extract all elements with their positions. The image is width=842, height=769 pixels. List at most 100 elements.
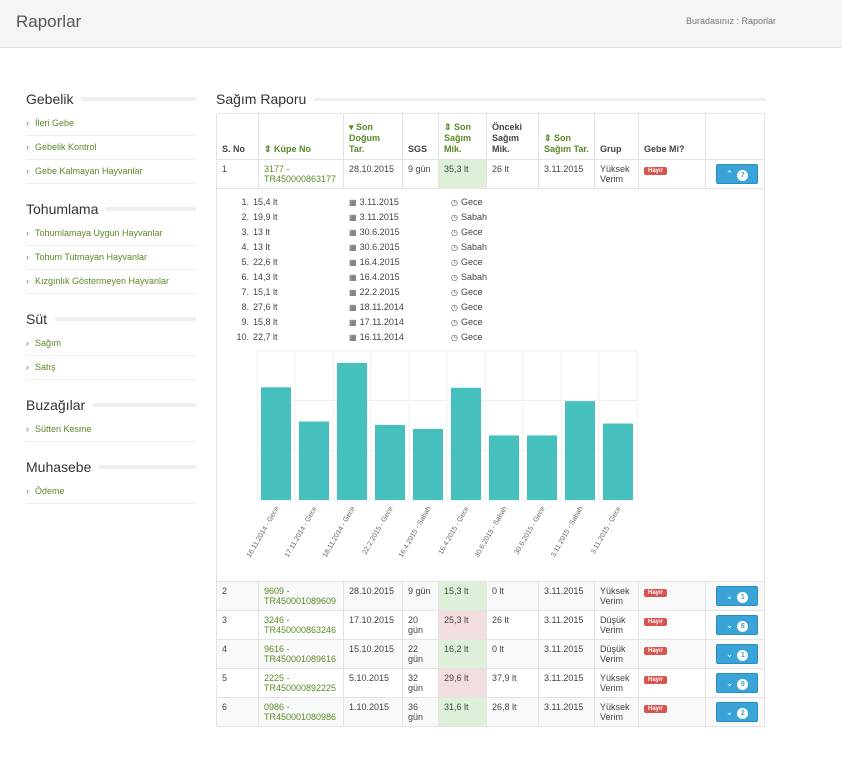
- sidebar-item[interactable]: Kızgınlık Göstermeyen Hayvanlar: [26, 270, 196, 294]
- breadcrumb-current: Raporlar: [741, 16, 776, 26]
- row-detail: 1. 15,4 lt ▦ 3.11.2015 ◷ Gece 2. 19,9 lt ▦ 3.11.2…: [216, 188, 765, 582]
- animal-link[interactable]: 3246 - TR450000863246: [264, 615, 337, 635]
- calendar-icon: ▦: [349, 243, 357, 252]
- chart-bar[interactable]: [413, 428, 443, 500]
- x-tick-label: 16.4.2015 - Sabah: [398, 505, 433, 558]
- col-son-sagim-mik[interactable]: ⇕ Son Sağım Mik.: [438, 113, 487, 160]
- cell-onceki-sagim: 26 lt: [486, 610, 539, 640]
- cell-sgs: 32 gün: [402, 668, 439, 698]
- clock-icon: ◷: [451, 318, 458, 327]
- cell-gebe-mi: Hayır: [638, 697, 706, 727]
- cell-actions: ⌃ 7: [705, 159, 765, 189]
- sidebar-item[interactable]: Sütten Kesme: [26, 418, 196, 442]
- col-sgs[interactable]: SGS: [402, 113, 439, 160]
- list-index: 4.: [241, 242, 249, 252]
- cell-son-sagim-mik: 15,3 lt: [438, 581, 487, 611]
- chart-bar[interactable]: [565, 401, 595, 500]
- col-kupe-no[interactable]: ⇕ Küpe No: [258, 113, 344, 160]
- cell-son-sagim-tar: 3.11.2015: [538, 668, 595, 698]
- cell-son-dogum: 5.10.2015: [343, 668, 403, 698]
- sidebar-item[interactable]: İleri Gebe: [26, 112, 196, 136]
- sidebar-item[interactable]: Gebe Kalmayan Hayvanlar: [26, 160, 196, 184]
- cell-grup: Düşük Verim: [594, 639, 639, 669]
- calendar-icon: ▦: [349, 213, 357, 222]
- animal-link[interactable]: 2225 - TR450000892225: [264, 673, 337, 693]
- sidebar-item[interactable]: Sağım: [26, 332, 196, 356]
- x-tick-label: 3.11.2015 - Gece: [590, 505, 623, 555]
- chart-bar[interactable]: [299, 421, 329, 500]
- chart-bar[interactable]: [489, 435, 519, 500]
- milking-time: Sabah: [460, 212, 488, 222]
- milking-date: 16.4.2015: [359, 272, 400, 282]
- milking-date: 3.11.2015: [359, 197, 399, 207]
- calendar-icon: ▦: [349, 288, 357, 297]
- list-item: 4. 13 lt ▦ 30.6.2015 ◷ Sabah: [235, 240, 487, 255]
- milking-date-wrap: ▦ 3.11.2015: [349, 195, 451, 210]
- col-son-sagim-tar[interactable]: ⇕ Son Sağım Tar.: [538, 113, 595, 160]
- cell-s-no: 1: [216, 159, 259, 189]
- col-son-sagim-mik-label: Son Sağım Mik.: [444, 122, 472, 154]
- sidebar-item[interactable]: Tohumlamaya Uygun Hayvanlar: [26, 222, 196, 246]
- sidebar-section-title: Buzağılar: [26, 392, 196, 418]
- list-index: 5.: [241, 257, 249, 267]
- cell-kupe-no: 0986 - TR450001080986: [258, 697, 344, 727]
- section-divider: [106, 207, 196, 211]
- col-son-dogum[interactable]: ▾ Son Doğum Tar.: [343, 113, 403, 160]
- col-gebe-mi[interactable]: Gebe Mi?: [638, 113, 706, 160]
- animal-link[interactable]: 9616 - TR450001089616: [264, 644, 337, 664]
- animal-link[interactable]: 0986 - TR450001080986: [264, 702, 337, 722]
- animal-link[interactable]: 9609 - TR450001089609: [264, 586, 337, 606]
- chart-bar[interactable]: [451, 387, 481, 500]
- chart-bar[interactable]: [603, 423, 633, 500]
- sort-desc-icon: ▾: [349, 122, 357, 132]
- chart-bar[interactable]: [527, 435, 557, 500]
- cell-onceki-sagim: 37,9 lt: [486, 668, 539, 698]
- milking-date-wrap: ▦ 30.6.2015: [349, 225, 451, 240]
- table-header-row: S. No ⇕ Küpe No ▾ Son Doğum Tar. SGS ⇕ S…: [216, 113, 765, 160]
- chart-bar[interactable]: [337, 362, 367, 500]
- expand-button[interactable]: ⌄ 6: [716, 615, 758, 635]
- cell-onceki-sagim: 26 lt: [486, 159, 539, 189]
- col-actions: [705, 113, 765, 160]
- expand-button[interactable]: ⌄ 1: [716, 644, 758, 664]
- milking-count: 9: [737, 679, 749, 690]
- report-header: Sağım Raporu: [216, 86, 766, 112]
- clock-icon: ◷: [451, 333, 458, 342]
- milking-count: 6: [737, 621, 749, 632]
- expand-button[interactable]: ⌄ 9: [716, 673, 758, 693]
- sidebar-item[interactable]: Satış: [26, 356, 196, 380]
- expand-button[interactable]: ⌄ 2: [716, 702, 758, 722]
- sidebar-item[interactable]: Ödeme: [26, 480, 196, 504]
- clock-icon: ◷: [451, 243, 458, 252]
- sidebar-section-title: Tohumlama: [26, 196, 196, 222]
- animal-link[interactable]: 3177 - TR450000863177: [264, 164, 337, 184]
- cell-actions: ⌄ 2: [705, 697, 765, 727]
- chart-bar[interactable]: [261, 387, 291, 500]
- expand-button[interactable]: ⌃ 7: [716, 164, 758, 184]
- cell-son-dogum: 1.10.2015: [343, 697, 403, 727]
- col-s-no[interactable]: S. No: [216, 113, 259, 160]
- status-badge: Hayır: [644, 589, 668, 597]
- milking-date-wrap: ▦ 3.11.2015: [349, 210, 451, 225]
- cell-grup: Yüksek Verim: [594, 159, 639, 189]
- milking-amount: 15,4 lt: [253, 197, 278, 207]
- sidebar-item[interactable]: Tohum Tutmayan Hayvanlar: [26, 246, 196, 270]
- milking-date: 18.11.2014: [359, 302, 404, 312]
- clock-icon: ◷: [451, 288, 458, 297]
- sidebar-section: Gebelik İleri GebeGebelik KontrolGebe Kal…: [26, 86, 196, 184]
- col-onceki-sagim[interactable]: Önceki Sağım Mik.: [486, 113, 539, 160]
- table-row: 1 3177 - TR450000863177 28.10.2015 9 gün…: [216, 159, 765, 189]
- cell-s-no: 4: [216, 639, 259, 669]
- sidebar-section-label: Buzağılar: [26, 397, 86, 413]
- col-grup[interactable]: Grup: [594, 113, 639, 160]
- cell-gebe-mi: Hayır: [638, 668, 706, 698]
- milking-date: 17.11.2014: [359, 317, 404, 327]
- expand-button[interactable]: ⌄ 1: [716, 586, 758, 606]
- sidebar-section-title: Gebelik: [26, 86, 196, 112]
- calendar-icon: ▦: [349, 303, 357, 312]
- chart-bar[interactable]: [375, 425, 405, 500]
- sidebar-item[interactable]: Gebelik Kontrol: [26, 136, 196, 160]
- clock-icon: ◷: [451, 258, 458, 267]
- status-badge: Hayır: [644, 647, 668, 655]
- milking-date-wrap: ▦ 22.2.2015: [349, 285, 451, 300]
